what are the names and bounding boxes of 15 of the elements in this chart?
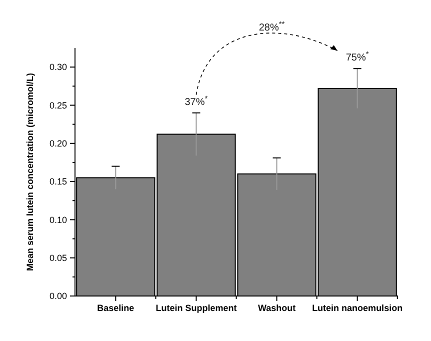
x-tick-label: Lutein nanoemulsion — [312, 303, 403, 313]
y-tick-label: 0.10 — [49, 214, 67, 225]
y-tick-label: 0.15 — [49, 176, 67, 187]
y-tick-label: 0.25 — [49, 100, 67, 110]
annotation: 37%$^{*}$ — [184, 93, 208, 108]
y-tick-label: 0.05 — [49, 252, 67, 263]
x-tick-label: Lutein Supplement — [156, 303, 237, 313]
y-tick-label: 0.00 — [49, 291, 67, 302]
y-tick-label: 0.30 — [49, 62, 67, 72]
y-tick-label: 0.20 — [49, 138, 67, 149]
annotation: 75%$^{*}$ — [346, 49, 369, 64]
text: 28%$^{**}$ — [258, 19, 285, 34]
x-tick-label: Washout — [258, 303, 296, 313]
y-axis-title: Mean serum lutein concentration (micromol/L) — [25, 72, 35, 272]
x-tick-label: Baseline — [97, 303, 134, 313]
